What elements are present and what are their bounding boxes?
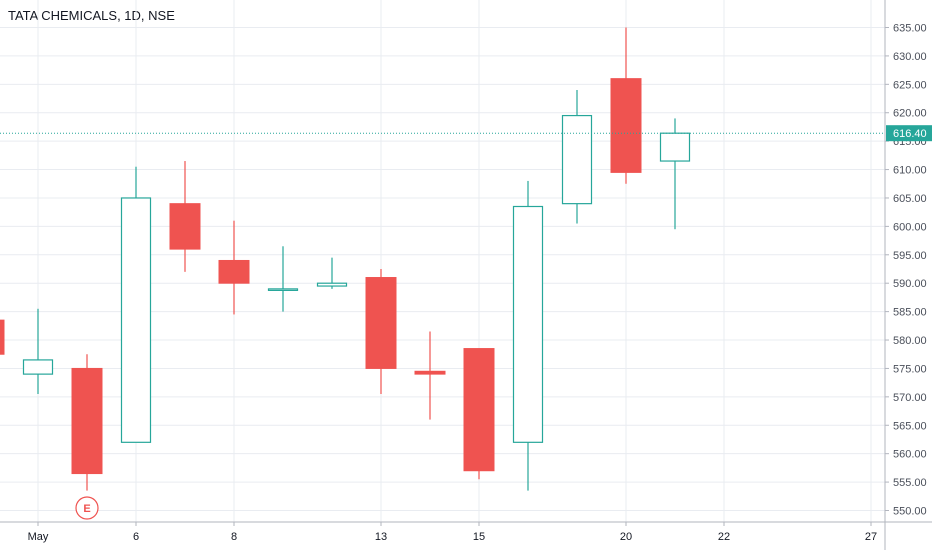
candle[interactable] [22,308,54,395]
candle[interactable] [561,90,593,224]
y-tick-label: 605.00 [893,193,927,205]
candle[interactable] [71,354,103,491]
candle-body [218,259,250,284]
earnings-marker-icon[interactable] [75,496,99,520]
overlay-layer: 616.40 E [0,125,932,520]
y-tick-label: 575.00 [893,363,927,375]
x-tick-label: 15 [473,531,485,543]
candle[interactable] [169,161,201,272]
x-tick-label: 22 [718,531,730,543]
y-tick-label: 625.00 [893,79,927,91]
candle-body [0,319,5,355]
candle-body [169,203,201,250]
y-tick-label: 550.00 [893,506,927,518]
candle-body [414,370,446,375]
y-tick-label: 610.00 [893,165,927,177]
candle[interactable] [414,331,446,420]
y-tick-label: 555.00 [893,477,927,489]
candle[interactable] [659,118,691,230]
y-tick-label: 600.00 [893,221,927,233]
y-tick-label: 590.00 [893,278,927,290]
last-price-badge [886,125,932,142]
candle[interactable] [267,246,299,312]
candle[interactable] [365,269,397,395]
last-price-label: 616.40 [893,128,927,140]
candle-body [22,359,54,375]
x-tick-label: 8 [231,531,237,543]
x-tick-label: 6 [133,531,139,543]
candle[interactable] [0,314,5,357]
y-tick-label: 620.00 [893,108,927,120]
candle-layer [0,27,691,491]
y-tick-label: 580.00 [893,335,927,347]
chart-title: TATA CHEMICALS, 1D, NSE [8,8,175,23]
candle[interactable] [463,348,495,480]
candle-body [659,132,691,162]
candle-body [120,197,152,443]
candle[interactable] [512,180,544,491]
candle-body [365,277,397,369]
candle[interactable] [218,220,250,315]
candle[interactable] [120,166,152,443]
x-tick-label: May [28,531,49,543]
y-tick-label: 585.00 [893,307,927,319]
x-tick-label: 13 [375,531,387,543]
candle-body [267,288,299,291]
x-tick-label: 27 [865,531,877,543]
candle[interactable] [610,27,642,184]
x-tick-label: 20 [620,531,632,543]
candle-body [610,78,642,173]
candle-body [512,205,544,443]
candle-body [316,282,348,287]
candle[interactable] [316,257,348,289]
y-tick-label: 560.00 [893,449,927,461]
candle-body [561,114,593,205]
y-tick-label: 635.00 [893,23,927,35]
earnings-marker-label: E [83,503,90,515]
y-tick-label: 630.00 [893,51,927,63]
candle-body [463,348,495,472]
y-tick-label: 570.00 [893,392,927,404]
y-tick-label: 595.00 [893,250,927,262]
y-tick-label: 565.00 [893,420,927,432]
candle-body [71,367,103,475]
